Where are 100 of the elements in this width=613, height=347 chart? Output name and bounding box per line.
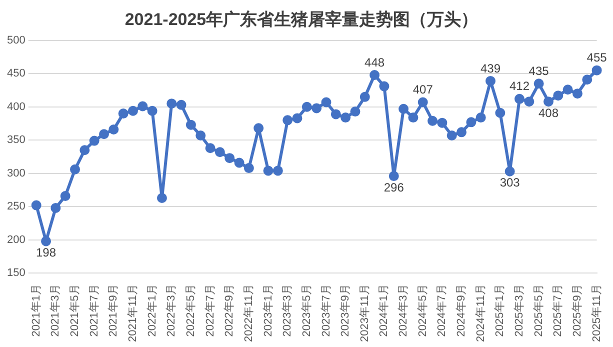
data-label: 455 [586,50,608,65]
data-label: 412 [509,79,530,94]
point [514,94,524,104]
point [98,129,109,140]
x-tick-label: 2025年11月 [590,284,603,342]
point [244,163,254,174]
x-tick-label: 2023年9月 [340,284,352,337]
data-label: 303 [500,176,520,190]
data-label: 296 [384,180,404,194]
point [495,108,506,118]
point [543,96,554,107]
x-tick-label: 2022年11月 [242,284,255,342]
y-tick-label: 400 [6,100,26,113]
point [186,120,196,130]
point [398,104,409,114]
point [302,102,312,112]
x-tick-label: 2022年5月 [184,284,197,337]
x-tick-label: 2023年1月 [262,284,274,337]
point [524,96,534,107]
x-tick-label: 2021年3月 [50,284,62,337]
x-tick-label: 2021年7月 [88,284,100,337]
point [582,74,592,85]
x-tick-label: 2021年1月 [30,284,42,337]
data-label: 448 [364,55,385,70]
x-tick-label: 2023年11月 [358,284,371,342]
x-tick-label: 2022年1月 [146,284,158,337]
point [138,101,148,112]
x-tick-label: 2022年7月 [204,284,216,337]
point [553,90,564,101]
point [486,76,496,86]
point [234,158,244,168]
point [340,112,351,123]
x-tick-label: 2021年9月 [108,284,120,337]
point [128,106,138,116]
point [428,116,438,126]
x-tick-label: 2024年9月 [456,284,468,337]
x-tick-label: 2021年5月 [69,284,82,337]
point [350,106,360,117]
point [456,127,467,138]
data-label: 435 [528,64,550,78]
y-tick-label: 200 [6,234,26,246]
x-tick-label: 2021年11月 [127,284,140,342]
chart-title: 2021-2025年广东省生猪屠宰量走势图（万头） [124,10,478,29]
x-tick-label: 2025年5月 [532,284,545,337]
x-tick-label: 2024年3月 [398,284,410,337]
point [118,108,128,119]
point [476,112,486,123]
x-tick-label: 2023年3月 [282,284,294,337]
x-tick-label: 2025年1月 [494,284,506,337]
point [437,118,448,128]
point [254,123,264,134]
point [370,70,380,80]
point [418,97,428,108]
point [224,153,235,164]
point [176,100,186,110]
data-label: 439 [480,61,501,76]
point [108,124,119,134]
data-label: 407 [412,82,434,97]
point [205,143,216,154]
point [263,166,274,176]
point [321,97,332,108]
point [534,78,544,89]
point [196,130,206,140]
point [156,192,167,203]
x-tick-label: 2025年9月 [572,284,584,337]
point [80,145,90,156]
y-tick-label: 450 [6,68,26,80]
y-tick-label: 150 [6,267,26,280]
x-tick-label: 2023年5月 [300,284,313,337]
x-tick-label: 2022年9月 [224,284,236,337]
x-tick-label: 2022年3月 [166,284,178,337]
point [89,136,100,146]
x-tick-label: 2024年5月 [416,284,429,337]
x-tick-label: 2023年7月 [320,284,332,337]
point [562,84,573,95]
data-label: 198 [36,246,56,260]
point [272,166,283,176]
point [147,106,158,116]
x-tick-label: 2024年1月 [378,284,390,337]
point [379,81,390,92]
x-tick-label: 2024年7月 [436,284,448,337]
x-tick-label: 2025年7月 [552,284,564,337]
point [60,190,70,201]
point [360,92,370,102]
point [466,117,476,128]
point [282,115,293,126]
x-tick-label: 2024年11月 [474,284,487,342]
point [388,171,399,182]
point [166,98,177,109]
point [41,236,52,246]
y-tick-label: 250 [6,200,26,213]
point [292,113,302,124]
point [330,109,341,120]
point [50,202,61,213]
x-tick-label: 2025年3月 [514,284,526,337]
point [408,112,418,123]
point [214,147,225,158]
point [70,164,80,174]
point [31,200,42,210]
data-label: 408 [538,106,559,120]
